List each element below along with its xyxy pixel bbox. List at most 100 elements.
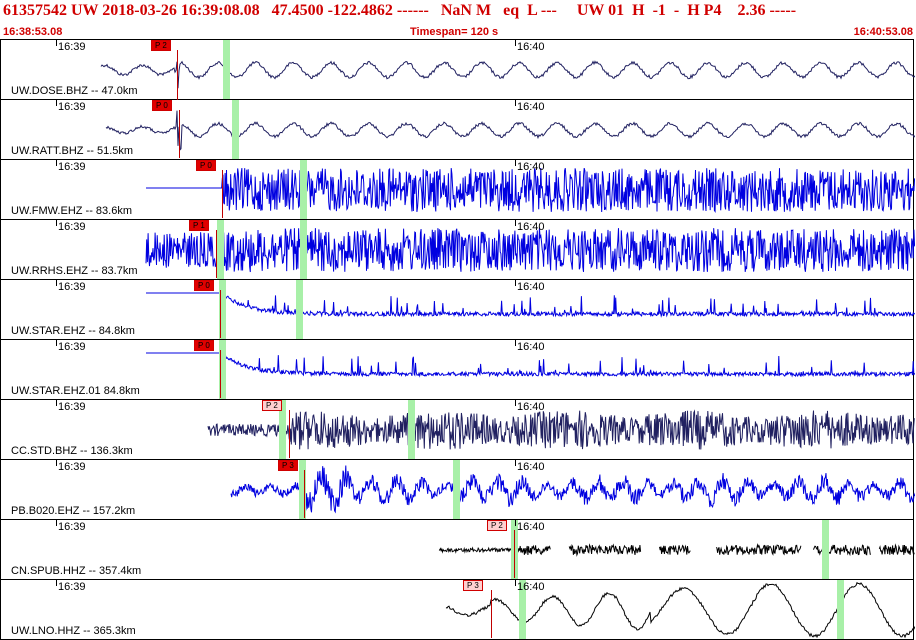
pick-line [491,590,492,638]
pick-line [216,230,217,278]
time-tick: 16:40 [515,340,545,353]
time-tick: 16:40 [515,100,545,113]
green-marker [408,400,415,459]
trace-panel-stack: 16:39 16:40 P 2 UW.DOSE.BHZ -- 47.0km 16… [0,39,916,640]
p-pick-flag[interactable]: P 0 [152,100,172,111]
time-tick: 16:39 [56,280,86,293]
time-tick: 16:40 [515,520,545,533]
waveform-trace [146,167,915,214]
timespan-label: Timespan= 120 s [410,26,499,38]
time-tick: 16:39 [56,160,86,173]
pick-line [289,410,290,458]
time-tick: 16:39 [56,460,86,473]
green-marker [300,160,307,219]
p-pick-flag[interactable]: P 2 [262,400,282,411]
waveform [438,543,915,557]
time-tick: 16:39 [56,520,86,533]
waveform [145,228,915,273]
waveform-trace [146,349,915,378]
pick-line [514,530,515,578]
waveform-trace [438,543,915,557]
trace-label: PB.B020.EHZ -- 157.2km [11,505,136,517]
green-marker [453,460,460,519]
green-marker [223,40,230,99]
trace-label: UW.STAR.EHZ.01 84.8km [11,385,140,397]
trace-panel[interactable]: 16:39 16:40 P 2 CN.SPUB.HHZ -- 357.4km [0,520,915,580]
window-end-time: 16:40:53.08 [853,26,913,38]
trace-panel[interactable]: 16:39 16:40 P 0 UW.FMW.EHZ -- 83.6km [0,160,915,220]
time-tick: 16:39 [56,340,86,353]
waveform-trace [207,409,915,450]
pick-line [304,470,305,518]
waveform [146,291,915,318]
trace-panel[interactable]: 16:39 16:40 P 3 PB.B020.EHZ -- 157.2km [0,460,915,520]
window-start-time: 16:38:53.08 [3,26,63,38]
green-marker [217,220,224,279]
waveform [207,409,915,450]
waveform [105,110,915,151]
trace-label: UW.RRHS.EHZ -- 83.7km [11,265,138,277]
p-pick-flag[interactable]: P 0 [196,160,216,171]
p-pick-flag[interactable]: P 0 [194,340,214,351]
trace-panel[interactable]: 16:39 16:40 P 2 UW.DOSE.BHZ -- 47.0km [0,39,915,100]
time-tick: 16:39 [56,580,86,593]
waveform [146,349,915,378]
pick-line [179,110,180,158]
trace-panel[interactable]: 16:39 16:40 P 1 UW.RRHS.EHZ -- 83.7km [0,220,915,280]
time-tick: 16:40 [515,400,545,413]
waveform [146,167,915,214]
trace-panel[interactable]: 16:39 16:40 P 2 CC.STD.BHZ -- 136.3km [0,400,915,460]
trace-panel[interactable]: 16:39 16:40 P 0 UW.STAR.EHZ.01 84.8km [0,340,915,400]
time-tick: 16:40 [515,160,545,173]
trace-label: UW.FMW.EHZ -- 83.6km [11,205,132,217]
pick-line [222,170,223,218]
waveform-trace [105,110,915,151]
waveform-trace [146,291,915,318]
pick-line [177,50,178,100]
waveform [230,465,915,514]
green-marker [519,580,526,639]
p-pick-flag[interactable]: P 3 [463,580,483,591]
event-header: 61357542 UW 2018-03-26 16:39:08.08 47.45… [0,0,916,40]
waveform [445,581,915,639]
waveform-trace [100,60,915,89]
green-marker [219,340,226,399]
waveform [100,60,915,89]
trace-label: UW.DOSE.BHZ -- 47.0km [11,85,138,97]
green-marker [219,280,226,339]
time-tick: 16:40 [515,40,545,53]
time-tick: 16:39 [56,40,86,53]
pick-line [220,350,221,398]
event-title: 61357542 UW 2018-03-26 16:39:08.08 47.45… [3,2,797,19]
trace-panel[interactable]: 16:39 16:40 P 0 UW.STAR.EHZ -- 84.8km [0,280,915,340]
trace-label: CC.STD.BHZ -- 136.3km [11,445,133,457]
trace-label: UW.RATT.BHZ -- 51.5km [11,145,134,157]
green-marker [300,220,307,279]
time-tick: 16:40 [515,220,545,233]
trace-label: UW.LNO.HHZ -- 365.3km [11,625,136,637]
trace-panel[interactable]: 16:39 16:40 P 0 UW.RATT.BHZ -- 51.5km [0,100,915,160]
waveform-trace [230,465,915,514]
time-tick: 16:39 [56,400,86,413]
waveform-trace [145,228,915,273]
trace-label: CN.SPUB.HHZ -- 357.4km [11,565,142,577]
p-pick-flag[interactable]: P 0 [194,280,214,291]
p-pick-flag[interactable]: P 2 [151,40,171,51]
green-marker [299,460,306,519]
p-pick-flag[interactable]: P 1 [189,220,209,231]
time-tick: 16:40 [515,580,545,593]
time-tick: 16:40 [515,460,545,473]
green-marker [296,280,303,339]
trace-label: UW.STAR.EHZ -- 84.8km [11,325,135,337]
green-marker [279,400,286,459]
time-tick: 16:39 [56,220,86,233]
time-tick: 16:39 [56,100,86,113]
p-pick-flag[interactable]: P 3 [278,460,298,471]
green-marker [822,520,829,579]
time-tick: 16:40 [515,280,545,293]
p-pick-flag[interactable]: P 2 [487,520,507,531]
trace-panel[interactable]: 16:39 16:40 P 3 UW.LNO.HHZ -- 365.3km [0,580,915,640]
green-marker [837,580,844,639]
green-marker [232,100,239,159]
pick-line [220,290,221,338]
